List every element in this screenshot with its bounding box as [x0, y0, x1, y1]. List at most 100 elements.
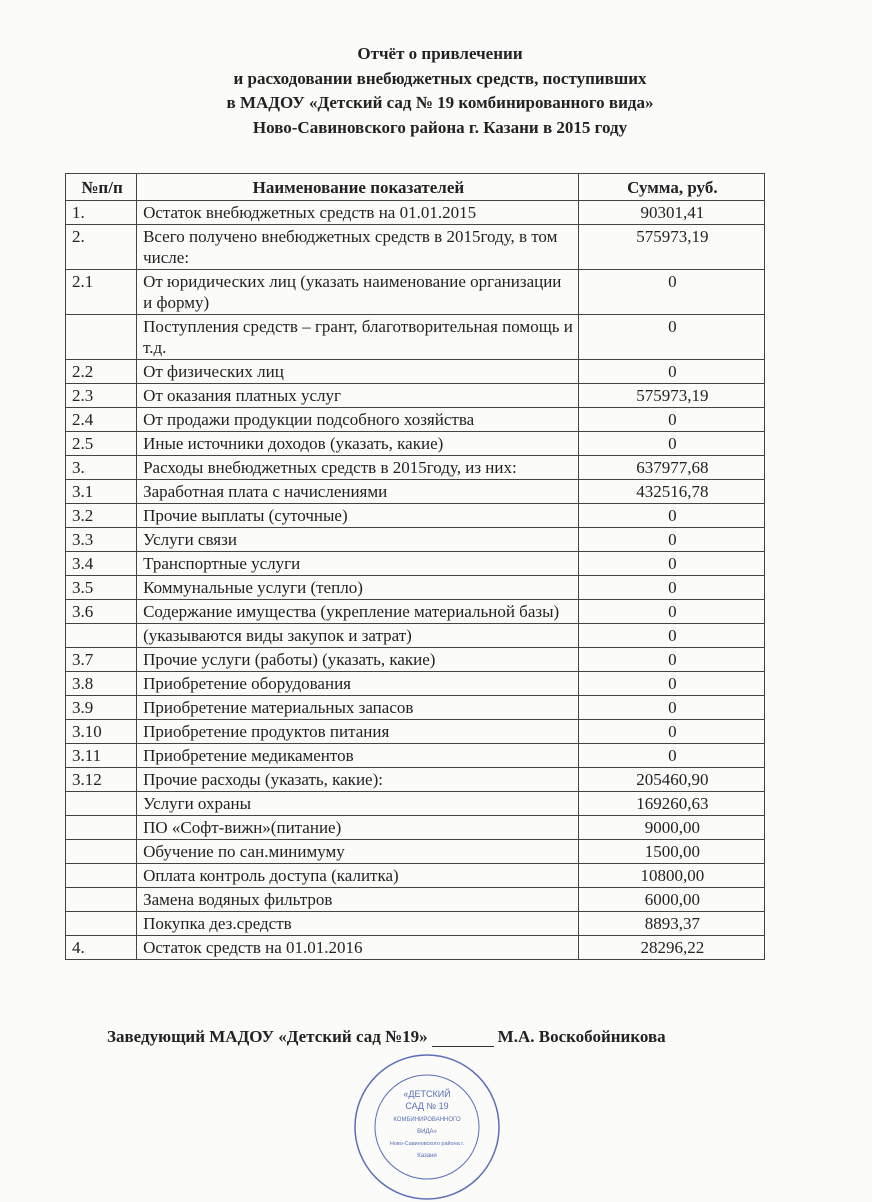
stamp-text: Казани [417, 1153, 437, 1159]
indicator-name: Услуги охраны [136, 791, 579, 816]
indicator-name: Расходы внебюджетных средств в 2015году,… [136, 455, 579, 480]
empty-cell [64, 314, 138, 360]
stamp-text: ВИДА» [417, 1129, 437, 1135]
indicator-name: От оказания платных услуг [136, 383, 579, 408]
amount: 6000,00 [577, 887, 766, 912]
indicator-name: Замена водяных фильтров [136, 887, 579, 912]
empty-cell [64, 911, 138, 936]
amount: 90301,41 [577, 200, 766, 225]
table-row: Замена водяных фильтров 6000,00 [64, 887, 766, 912]
signer: М.А. Воскобойникова [497, 1027, 666, 1046]
amount: 0 [577, 647, 766, 672]
table-row: 3.6 Содержание имущества (укрепление мате… [64, 599, 766, 624]
row-number: 2.4 [64, 407, 138, 432]
column-header: №п/п [64, 173, 138, 201]
table-row: Оплата контроль доступа (калитка) 10800,0… [64, 863, 766, 888]
row-number: 3.7 [64, 647, 138, 672]
row-number: 4. [64, 935, 138, 960]
amount: 575973,19 [577, 383, 766, 408]
row-number: 2.1 [64, 269, 138, 315]
amount: 0 [577, 551, 766, 576]
indicator-name: От физических лиц [136, 359, 579, 384]
amount: 0 [577, 431, 766, 456]
indicator-name: Приобретение медикаментов [136, 743, 579, 768]
indicator-name: Остаток внебюджетных средств на 01.01.20… [136, 200, 579, 225]
table-row: 3.5 Коммунальные услуги (тепло) 0 [64, 575, 766, 600]
title-line: и расходовании внебюджетных средств, пос… [233, 68, 647, 88]
stamp-text: КОМБИНИРОВАННОГО [393, 1117, 461, 1123]
amount: 9000,00 [577, 815, 766, 840]
amount: 0 [577, 407, 766, 432]
amount: 1500,00 [577, 839, 766, 864]
amount: 0 [577, 503, 766, 528]
indicator-name: Прочие выплаты (суточные) [136, 503, 579, 528]
row-number: 3.8 [64, 671, 138, 696]
stamp-ring [354, 1054, 500, 1200]
amount: 0 [577, 695, 766, 720]
table-row: 3.2 Прочие выплаты (суточные) 0 [64, 503, 766, 528]
title-line: Отчёт о привлечении [357, 44, 523, 63]
title: Отчёт о привлечении и расходовании внебюд… [0, 42, 872, 140]
column-header: Сумма, руб. [577, 173, 766, 201]
footer: Заведующий МАДОУ «Детский сад №19» М.А. В… [107, 1027, 767, 1047]
table-row: 3.12 Прочие расходы (указать, какие): 2054… [64, 767, 766, 792]
table-row: Обучение по сан.минимуму 1500,00 [64, 839, 766, 864]
empty-cell [64, 887, 138, 912]
indicator-name: Прочие услуги (работы) (указать, какие) [136, 647, 579, 672]
table-row: 3.3 Услуги связи 0 [64, 527, 766, 552]
table-row: 4. Остаток средств на 01.01.2016 28296,22 [64, 935, 766, 960]
row-number: 3.9 [64, 695, 138, 720]
indicator-name: Оплата контроль доступа (калитка) [136, 863, 579, 888]
amount: 0 [577, 599, 766, 624]
indicator-name: Коммунальные услуги (тепло) [136, 575, 579, 600]
title-line: в МАДОУ «Детский сад № 19 комбинированно… [226, 93, 654, 112]
empty-cell [64, 791, 138, 816]
indicator-name: ПО «Софт-вижн»(питание) [136, 815, 579, 840]
amount: 0 [577, 671, 766, 696]
table-row: 3.7 Прочие услуги (работы) (указать, каки… [64, 647, 766, 672]
indicator-name: От юридических лиц (указать наименование… [136, 269, 579, 315]
table-row: 1. Остаток внебюджетных средств на 01.01.… [64, 200, 766, 225]
table-row: 2.4 От продажи продукции подсобного хозяй… [64, 407, 766, 432]
indicator-name: Поступления средств – грант, благотворит… [136, 314, 579, 360]
table-row: 3. Расходы внебюджетных средств в 2015год… [64, 455, 766, 480]
stamp: «ДЕТСКИЙ САД № 19 КОМБИНИРОВАННОГО ВИДА» Нов… [354, 1054, 500, 1200]
indicator-name: Транспортные услуги [136, 551, 579, 576]
amount: 432516,78 [577, 479, 766, 504]
row-number: 3.12 [64, 767, 138, 792]
column-header: Наименование показателей [136, 173, 579, 201]
table-row: 3.1 Заработная плата с начислениями 432516… [64, 479, 766, 504]
table-row: 3.4 Транспортные услуги 0 [64, 551, 766, 576]
row-number: 3.4 [64, 551, 138, 576]
row-number: 2. [64, 224, 138, 270]
table-row: 3.11 Приобретение медикаментов 0 [64, 743, 766, 768]
amount: 0 [577, 314, 766, 360]
row-number: 2.5 [64, 431, 138, 456]
indicator-name: От продажи продукции подсобного хозяйств… [136, 407, 579, 432]
table-row: (указываются виды закупок и затрат) 0 [64, 623, 766, 648]
indicator-name: Покупка дез.средств [136, 911, 579, 936]
indicator-name: Заработная плата с начислениями [136, 479, 579, 504]
table-row: Поступления средств – грант, благотворит… [64, 314, 766, 360]
row-number: 3.3 [64, 527, 138, 552]
table-row: 2.1 От юридических лиц (указать наименова… [64, 269, 766, 315]
amount: 575973,19 [577, 224, 766, 270]
table-row: 3.10 Приобретение продуктов питания 0 [64, 719, 766, 744]
amount: 169260,63 [577, 791, 766, 816]
table-row: 3.8 Приобретение оборудования 0 [64, 671, 766, 696]
indicator-name: Приобретение продуктов питания [136, 719, 579, 744]
table-row: Покупка дез.средств 8893,37 [64, 911, 766, 936]
indicator-name: (указываются виды закупок и затрат) [136, 623, 579, 648]
amount: 0 [577, 527, 766, 552]
table-header: №п/п Наименование показателей Сумма, руб. [64, 173, 766, 201]
row-number: 3.11 [64, 743, 138, 768]
stamp-ring [374, 1074, 480, 1180]
row-number: 2.3 [64, 383, 138, 408]
indicator-name: Обучение по сан.минимуму [136, 839, 579, 864]
row-number: 3. [64, 455, 138, 480]
empty-cell [64, 815, 138, 840]
title-line: Ново-Савиновского района г. Казани в 201… [252, 117, 628, 137]
indicator-name: Прочие расходы (указать, какие): [136, 767, 579, 792]
amount: 637977,68 [577, 455, 766, 480]
